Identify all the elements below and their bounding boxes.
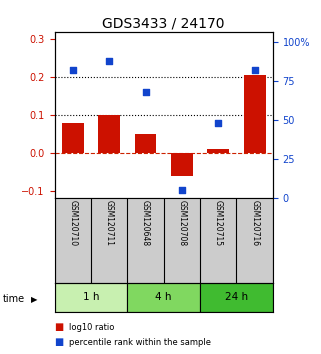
Point <box>179 188 185 193</box>
Bar <box>62 122 84 153</box>
Bar <box>207 149 229 153</box>
Bar <box>127 283 200 312</box>
Text: GSM120710: GSM120710 <box>68 200 77 246</box>
Text: GSM120716: GSM120716 <box>250 200 259 246</box>
Text: percentile rank within the sample: percentile rank within the sample <box>69 338 211 347</box>
Text: time: time <box>3 294 25 304</box>
Text: 4 h: 4 h <box>155 292 172 302</box>
Bar <box>200 283 273 312</box>
Bar <box>98 115 120 153</box>
Point <box>252 68 257 73</box>
Text: log10 ratio: log10 ratio <box>69 323 114 332</box>
Bar <box>244 75 265 153</box>
Point <box>143 89 148 95</box>
Text: GSM120711: GSM120711 <box>105 200 114 246</box>
Text: GSM120715: GSM120715 <box>214 200 223 246</box>
Text: ▶: ▶ <box>30 295 37 304</box>
Text: GSM120708: GSM120708 <box>178 200 187 246</box>
Text: GSM120648: GSM120648 <box>141 200 150 246</box>
Point <box>216 121 221 126</box>
Point <box>70 68 75 73</box>
Text: 24 h: 24 h <box>225 292 248 302</box>
Text: ■: ■ <box>55 337 64 347</box>
Bar <box>171 153 193 176</box>
Text: ■: ■ <box>55 322 64 332</box>
Point <box>107 58 112 64</box>
Bar <box>55 283 127 312</box>
Title: GDS3433 / 24170: GDS3433 / 24170 <box>102 17 225 31</box>
Bar <box>134 134 156 153</box>
Text: 1 h: 1 h <box>83 292 99 302</box>
